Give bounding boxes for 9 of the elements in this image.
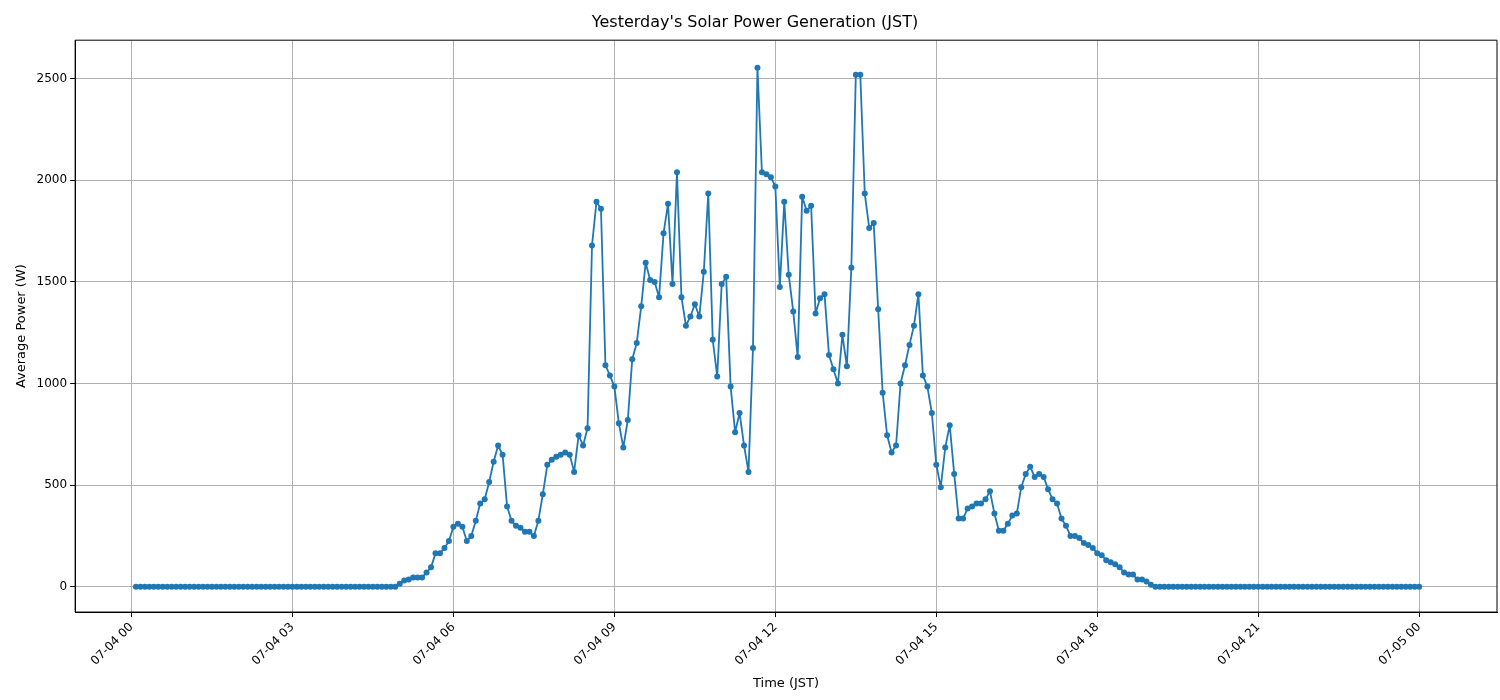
y-tick-label: 500 [44,477,68,492]
x-axis-title: Time (JST) [752,674,820,690]
y-tick-label: 2500 [36,70,68,85]
y-tick-label: 2000 [36,172,68,187]
chart-title: Yesterday's Solar Power Generation (JST) [590,11,919,31]
y-tick-label: 1500 [36,274,68,289]
y-axis-title: Average Power (W) [13,264,29,389]
y-tick-label: 0 [59,578,68,593]
y-tick-label: 1000 [36,375,68,390]
